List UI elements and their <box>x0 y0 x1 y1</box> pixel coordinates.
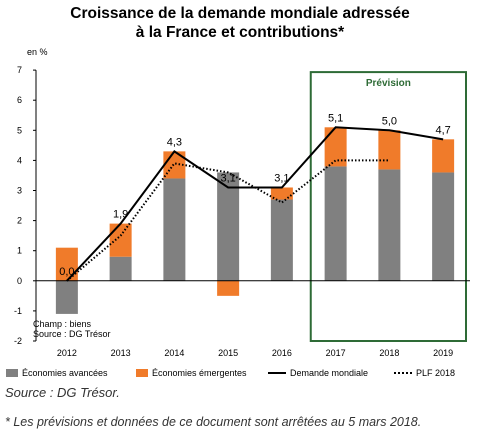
bar-emergentes <box>270 187 293 200</box>
x-tick-label: 2017 <box>326 348 346 358</box>
chart-title: Croissance de la demande mondiale adress… <box>0 4 480 42</box>
line-demande-mondiale <box>66 126 444 282</box>
y-unit-label: en % <box>27 47 48 57</box>
y-tick-label: 7 <box>17 65 22 75</box>
legend-item-emergentes: Économies émergentes <box>136 368 247 378</box>
bar-emergentes <box>432 139 455 173</box>
bar-avancees <box>217 172 240 281</box>
data-label: 1,9 <box>113 209 128 221</box>
bar-emergentes <box>109 223 132 257</box>
data-label: 4,3 <box>167 136 182 148</box>
x-tick-label: 2013 <box>111 348 131 358</box>
legend-label-emergentes: Économies émergentes <box>152 368 247 378</box>
bar-avancees <box>163 178 186 281</box>
data-label: 4,7 <box>435 124 450 136</box>
bar-emergentes <box>378 130 401 170</box>
data-label: 5,1 <box>328 112 343 124</box>
legend-item-plf: PLF 2018 <box>394 368 455 378</box>
x-tick-label: 2019 <box>433 348 453 358</box>
legend-line-demande <box>268 372 286 374</box>
bar-avancees <box>109 256 132 281</box>
bar-emergentes <box>217 280 240 296</box>
y-tick-label: 1 <box>17 246 22 256</box>
legend-label-avancees: Économies avancées <box>22 368 108 378</box>
prevision-label: Prévision <box>366 78 411 89</box>
footnote-text: * Les prévisions et données de ce docume… <box>5 415 422 429</box>
bar-avancees <box>432 172 455 281</box>
legend-swatch-avancees <box>6 369 18 377</box>
x-tick-label: 2014 <box>164 348 184 358</box>
y-tick-label: 0 <box>17 276 22 286</box>
y-tick-label: 2 <box>17 216 22 226</box>
data-label: 3,1 <box>220 172 235 184</box>
legend-swatch-emergentes <box>136 369 148 377</box>
y-tick-label: 3 <box>17 186 22 196</box>
x-tick-label: 2018 <box>379 348 399 358</box>
champ-note: Champ : biens <box>33 319 92 329</box>
data-label: 5,0 <box>382 115 397 127</box>
x-tick-label: 2015 <box>218 348 238 358</box>
legend-label-demande: Demande mondiale <box>290 368 369 378</box>
chart-title-line-2: à la France et contributions* <box>135 24 345 41</box>
bar-avancees <box>324 166 347 281</box>
y-tick-label: 4 <box>17 155 22 165</box>
bar-avancees <box>270 199 293 281</box>
legend-line-plf <box>394 372 412 374</box>
legend-item-avancees: Économies avancées <box>6 368 108 378</box>
y-tick-label: 6 <box>17 95 22 105</box>
source-inner-note: Source : DG Trésor <box>33 329 111 339</box>
legend-label-plf: PLF 2018 <box>416 368 456 378</box>
y-tick-label: 5 <box>17 125 22 135</box>
y-tick-label: -1 <box>14 306 22 316</box>
chart-area: Prévision -2 -1 0 1 2 3 4 5 6 7 0,0 1,9 4,3 3,1 3,1 5,1 5… <box>14 65 470 358</box>
chart-title-line-1: Croissance de la demande mondiale adress… <box>70 5 410 22</box>
bar-avancees <box>55 280 78 314</box>
x-tick-label: 2012 <box>57 348 77 358</box>
bar-emergentes <box>55 247 78 281</box>
chart-legend: Économies avancées Économies émergentes … <box>6 368 476 382</box>
prevision-box <box>309 71 467 342</box>
y-tick-label: -2 <box>14 336 22 346</box>
data-label: 3,1 <box>274 172 289 184</box>
x-tick-label: 2016 <box>272 348 292 358</box>
legend-item-demande: Demande mondiale <box>268 368 368 378</box>
source-text: Source : DG Trésor. <box>5 385 120 400</box>
bar-avancees <box>378 169 401 281</box>
line-plf-2018 <box>66 159 390 282</box>
bar-emergentes <box>324 127 347 167</box>
data-label: 0,0 <box>59 266 74 278</box>
